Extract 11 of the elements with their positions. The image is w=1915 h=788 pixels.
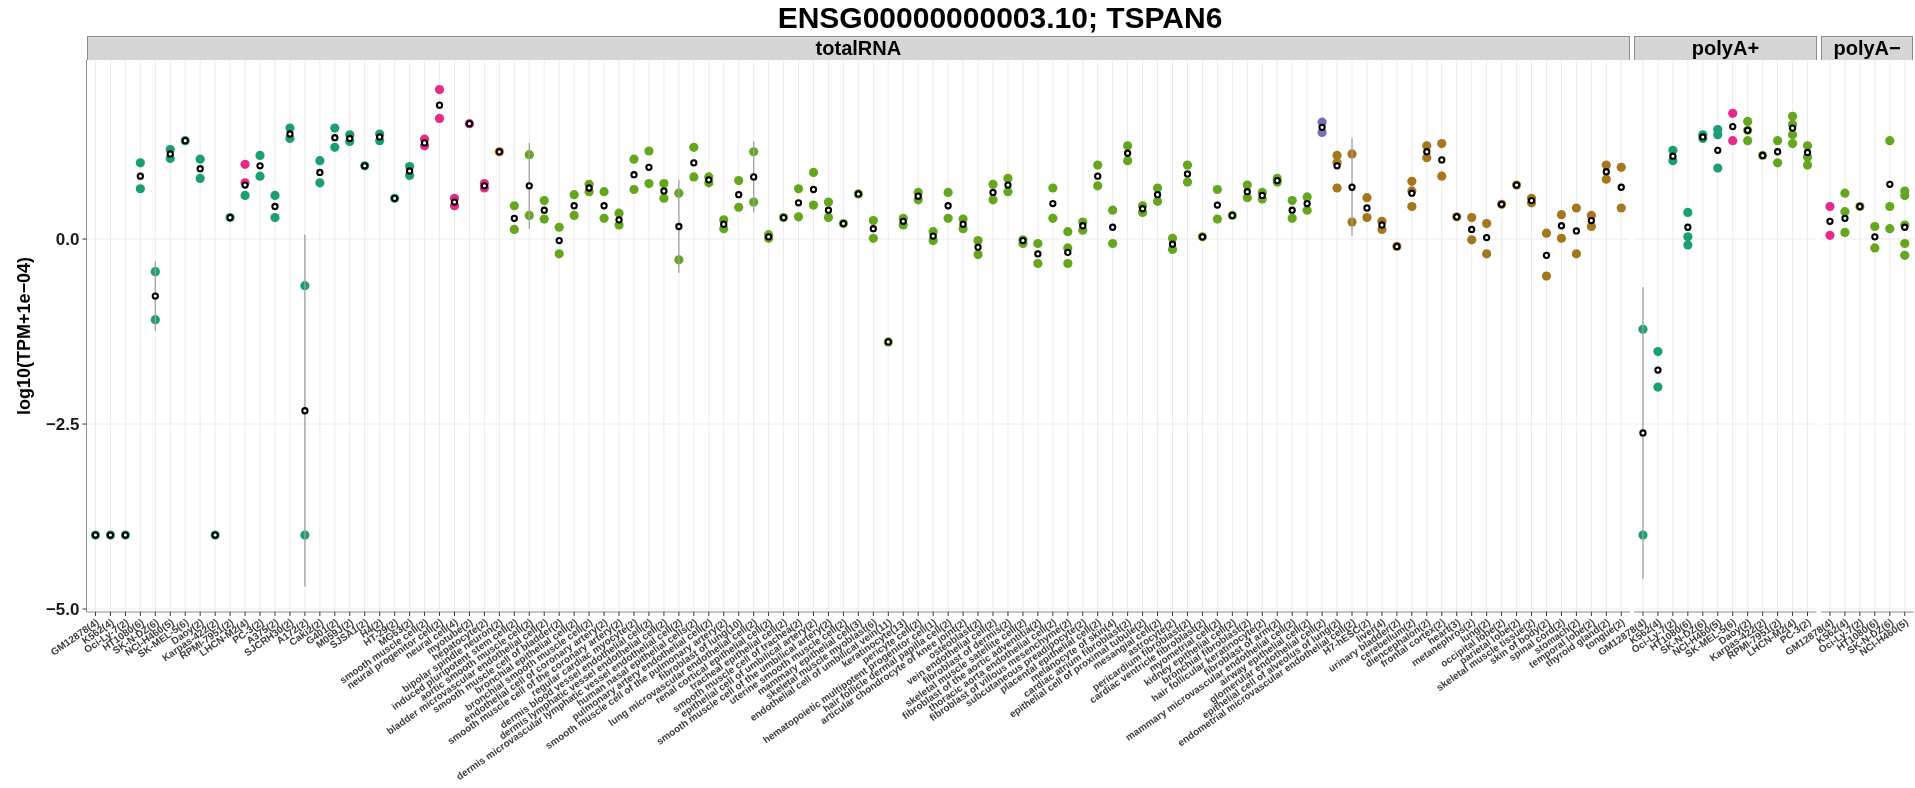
chart-subtitle: polyA+ xyxy=(1691,37,1760,59)
y-tick-label: 0.0 xyxy=(55,230,80,250)
y-tick-label: −2.5 xyxy=(45,415,80,435)
header-strip: polyA+ xyxy=(1634,36,1817,60)
chart-title: ENSG00000000003.10; TSPAN6 xyxy=(776,0,1224,35)
header-strip: polyA− xyxy=(1820,36,1914,60)
chart-subtitle: totalRNA xyxy=(815,37,902,59)
y-axis-title: log10(TPM+1e−04) xyxy=(14,257,34,415)
y-tick-label: −5.0 xyxy=(45,600,80,620)
chart-subtitle: polyA− xyxy=(1833,37,1901,59)
header-strip: totalRNA xyxy=(86,36,1631,60)
